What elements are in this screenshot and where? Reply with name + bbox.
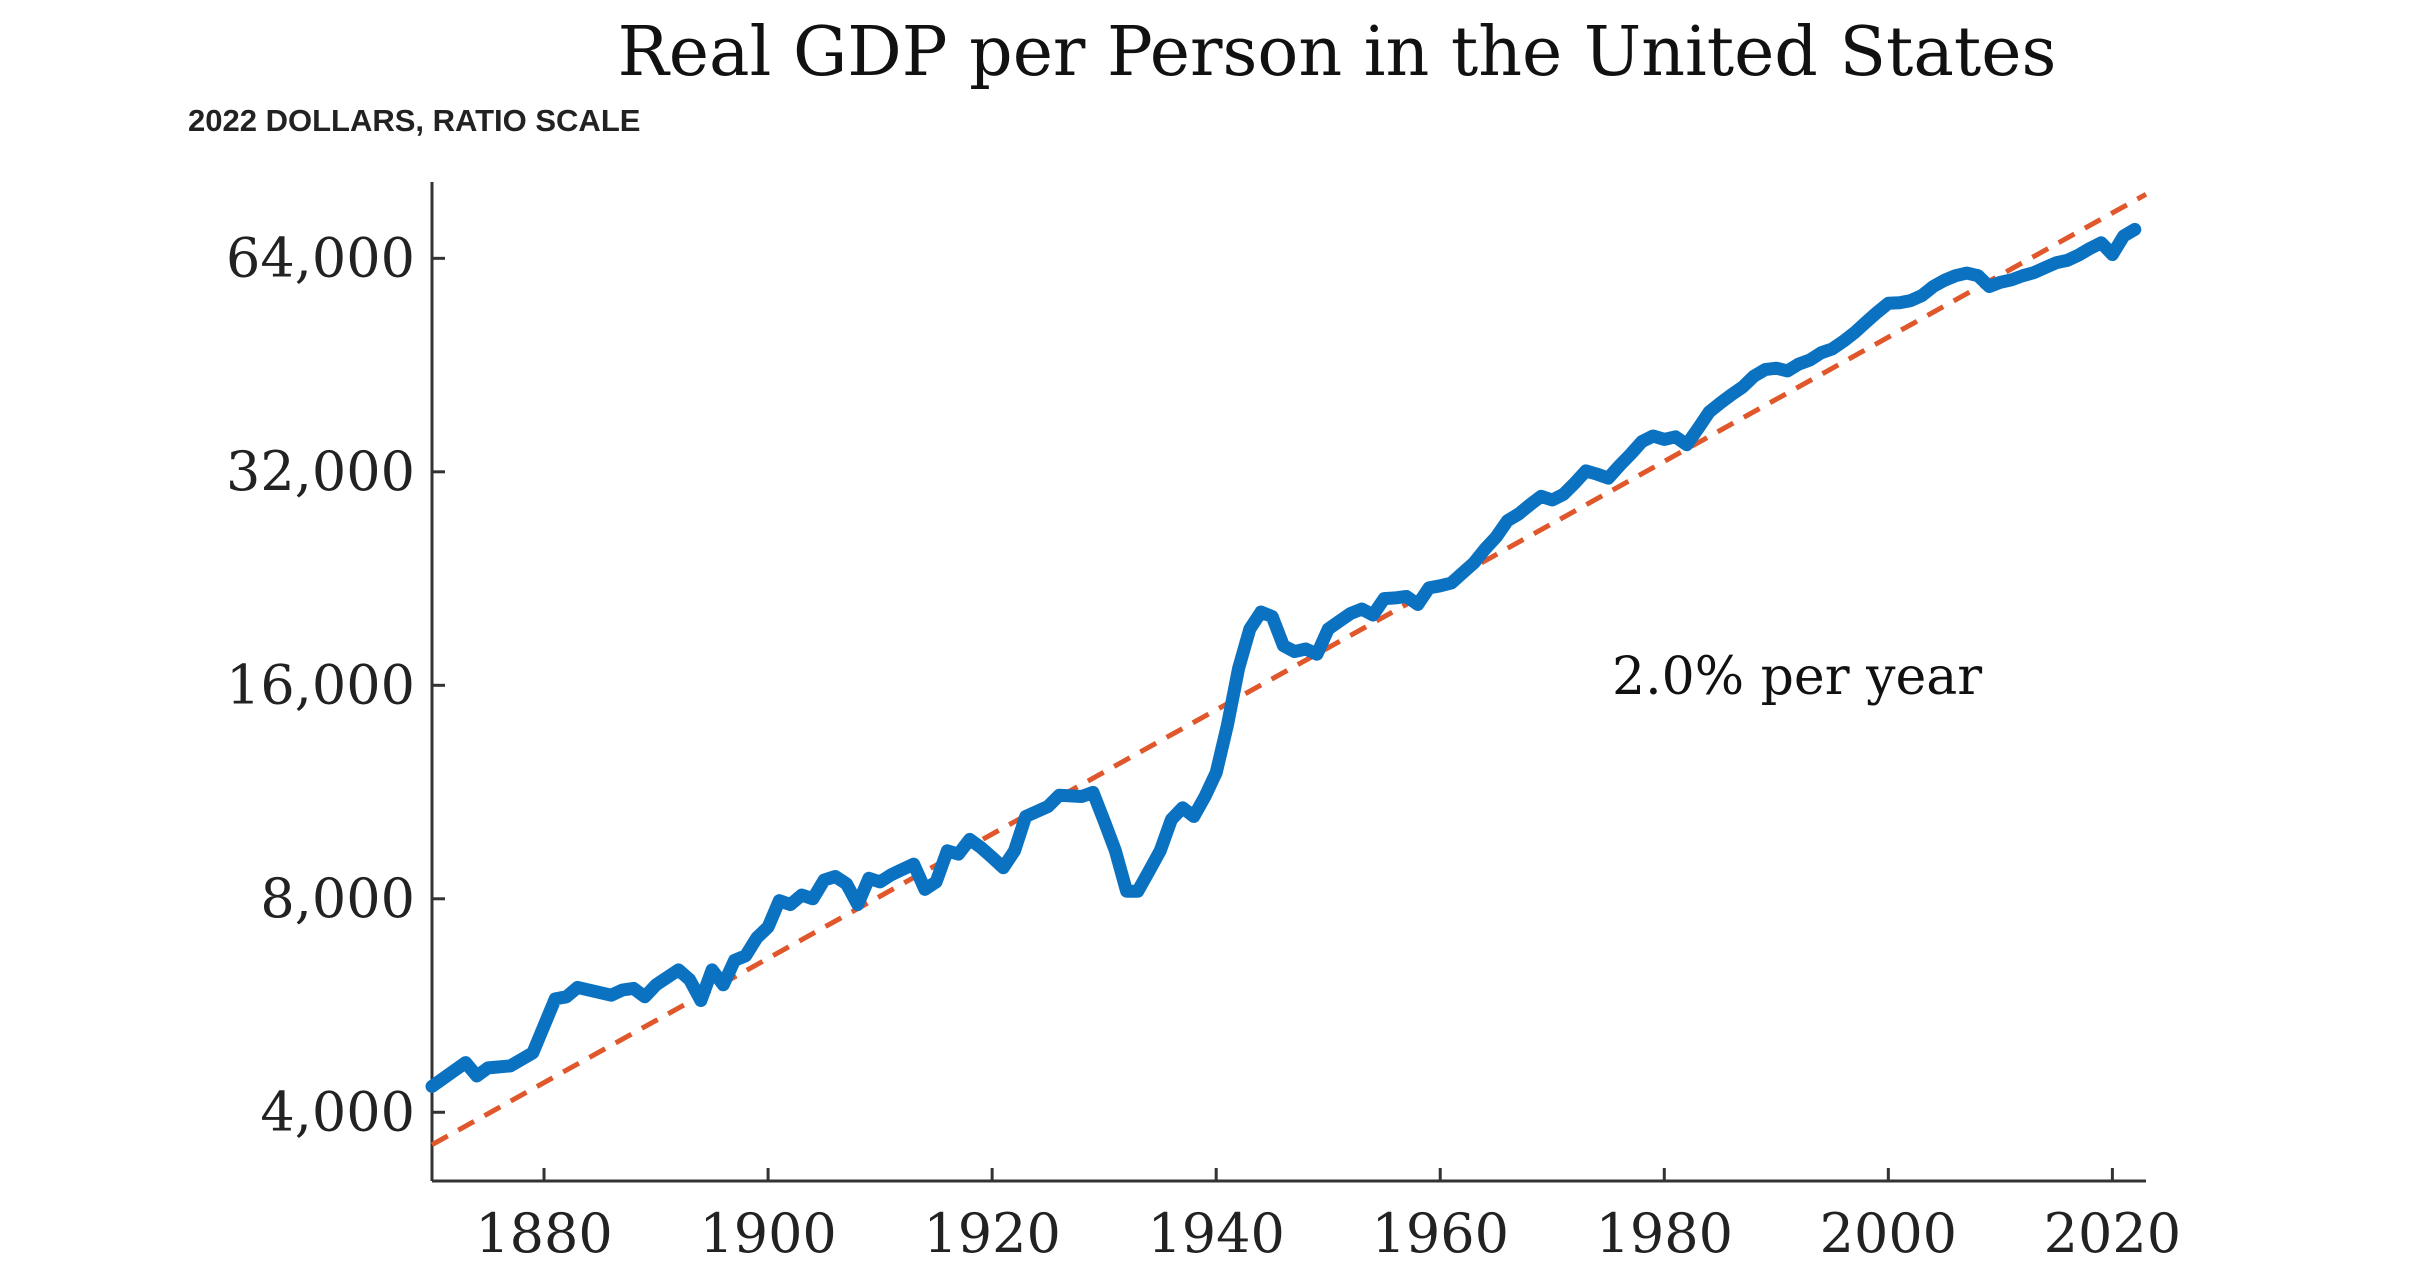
chart-title: Real GDP per Person in the United States bbox=[618, 13, 2057, 92]
x-tick-label: 1980 bbox=[1596, 1202, 1733, 1261]
trend-annotation: 2.0% per year bbox=[1612, 647, 1982, 707]
series-layer bbox=[425, 192, 2148, 1147]
x-tick-label: 2000 bbox=[1820, 1202, 1957, 1261]
x-tick-label: 1960 bbox=[1372, 1202, 1509, 1261]
trend-line bbox=[430, 192, 2148, 1147]
x-tick-label: 1880 bbox=[475, 1202, 612, 1261]
chart-subtitle: 2022 DOLLARS, RATIO SCALE bbox=[188, 103, 640, 138]
y-ticks: 4,000 8,000 16,000 32,000 64,000 bbox=[226, 226, 445, 1143]
y-tick-label: 4,000 bbox=[260, 1080, 415, 1143]
y-tick-label: 64,000 bbox=[226, 226, 415, 289]
y-tick-label: 16,000 bbox=[226, 653, 415, 716]
x-tick-label: 1920 bbox=[923, 1202, 1060, 1261]
x-ticks: 1880 1900 1920 1940 1960 1980 2000 2020 bbox=[475, 1168, 2181, 1261]
y-tick-label: 8,000 bbox=[260, 867, 415, 930]
x-tick-label: 2020 bbox=[2044, 1202, 2181, 1261]
y-tick-label: 32,000 bbox=[226, 440, 415, 503]
gdp-series-line bbox=[425, 222, 2142, 1093]
x-tick-label: 1900 bbox=[699, 1202, 836, 1261]
axes: 4,000 8,000 16,000 32,000 64,000 1880 1900 192… bbox=[226, 182, 2181, 1261]
x-tick-label: 1940 bbox=[1147, 1202, 1284, 1261]
